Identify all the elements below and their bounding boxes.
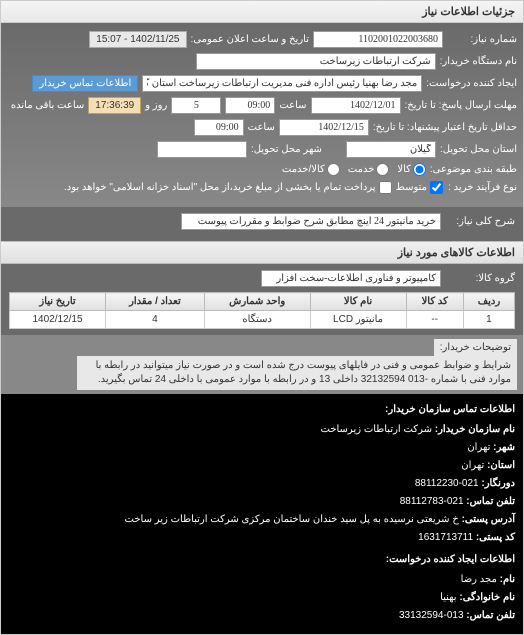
device-name-label: نام دستگاه خریدار: <box>440 56 517 67</box>
desc-section: شرح کلی نیاز: <box>1 207 523 241</box>
desc-input[interactable] <box>181 213 441 230</box>
items-table: ردیف کد کالا نام کالا واحد شمارش تعداد /… <box>9 292 515 329</box>
deadline-send-date[interactable] <box>311 97 401 114</box>
creator-label: ایجاد کننده درخواست: <box>426 78 517 89</box>
radio-goods-input[interactable] <box>413 163 426 176</box>
address-label: آدرس پستی: <box>462 514 515 525</box>
tel-value: 33132594-013 <box>399 608 464 624</box>
th-date: تاریخ نیاز <box>10 293 106 311</box>
time-label-1: ساعت <box>279 100 306 111</box>
notes-row: توضیحات خریدار: شرایط و ضوابط عمومی و فن… <box>1 335 523 394</box>
city-label: شهر: <box>493 442 515 453</box>
days-label: روز و <box>145 100 167 111</box>
tel-label: تلفن تماس: <box>466 610 515 621</box>
table-row: 1 -- مانیتور LCD دستگاه 4 1402/12/15 <box>10 311 515 329</box>
address-value: خ شریعتی نرسیده به پل سید خندان ساختمان … <box>125 514 459 525</box>
radio-service[interactable]: خدمت <box>348 163 390 176</box>
purchase-note-check[interactable]: پرداخت تمام یا بخشی از مبلغ خرید،از محل … <box>64 181 392 194</box>
delivery-city-label: شهر محل تحویل: <box>251 144 322 155</box>
notes-label: توضیحات خریدار: <box>434 339 517 356</box>
device-name-input[interactable] <box>196 53 436 70</box>
phone-value: 88112783-021 <box>400 494 464 510</box>
fax-value: 88112230-021 <box>415 476 479 492</box>
family-label: نام خانوادگی: <box>459 592 515 603</box>
org-value: شرکت ارتباطات زیرساخت <box>321 424 432 435</box>
td-date: 1402/12/15 <box>10 311 106 329</box>
details-panel: جزئیات اطلاعات نیاز شماره نیاز: تاریخ و … <box>0 0 524 635</box>
deadline-send-time[interactable] <box>225 97 275 114</box>
category-radio-group: کالا خدمت کالا/خدمت <box>282 163 426 176</box>
group-input[interactable] <box>261 270 441 287</box>
time-label-2: ساعت <box>248 122 275 133</box>
delivery-state-label: استان محل تحویل: <box>440 144 517 155</box>
td-row: 1 <box>463 311 514 329</box>
table-header-row: ردیف کد کالا نام کالا واحد شمارش تعداد /… <box>10 293 515 311</box>
items-section-body: گروه کالا: ردیف کد کالا نام کالا واحد شم… <box>1 264 523 335</box>
request-no-input[interactable] <box>313 31 443 48</box>
purchase-note-checkbox[interactable] <box>379 181 392 194</box>
contact-info-button[interactable]: اطلاعات تماس خریدار <box>32 75 138 92</box>
th-qty: تعداد / مقدار <box>106 293 205 311</box>
postal-label: کد پستی: <box>476 532 515 543</box>
request-no-label: شماره نیاز: <box>447 34 517 45</box>
td-name: مانیتور LCD <box>310 311 406 329</box>
province-value: تهران <box>461 460 484 471</box>
radio-goods-service[interactable]: کالا/خدمت <box>282 163 340 176</box>
form-body: شماره نیاز: تاریخ و ساعت اعلان عمومی: 14… <box>1 23 523 207</box>
delivery-city-input[interactable] <box>157 141 247 158</box>
deadline-valid-time[interactable] <box>194 119 244 136</box>
announce-date-label: تاریخ و ساعت اعلان عمومی: <box>191 34 310 45</box>
fax-label: دورنگار: <box>481 478 515 489</box>
td-code: -- <box>406 311 463 329</box>
deadline-valid-date[interactable] <box>279 119 369 136</box>
radio-service-input[interactable] <box>376 163 389 176</box>
notes-text: شرایط و ضوابط عمومی و فنی در فایلهای پیو… <box>77 356 517 390</box>
remaining-label: ساعت باقی مانده <box>11 100 84 111</box>
purchase-type-label: نوع فرآیند خرید : <box>447 182 517 193</box>
td-unit: دستگاه <box>204 311 310 329</box>
creator-input[interactable] <box>142 75 422 92</box>
city-value: تهران <box>467 442 490 453</box>
desc-label: شرح کلی نیاز: <box>445 216 515 227</box>
panel-title: جزئیات اطلاعات نیاز <box>1 1 523 23</box>
remaining-time: 17:36:39 <box>88 97 141 114</box>
category-label: طبقه بندی موضوعی: <box>430 164 517 175</box>
days-input[interactable] <box>171 97 221 114</box>
postal-value: 1631713711 <box>418 530 473 546</box>
announce-date-value: 1402/11/25 - 15:07 <box>89 31 186 48</box>
contact-section: اطلاعات تماس سازمان خریدار: نام سازمان خ… <box>1 394 523 634</box>
items-section-title: اطلاعات کالاهای مورد نیاز <box>1 241 523 264</box>
deadline-send-label: مهلت ارسال پاسخ: تا تاریخ: <box>405 100 517 111</box>
purchase-medium-check[interactable]: متوسط <box>396 181 443 194</box>
radio-goods[interactable]: کالا <box>397 163 426 176</box>
th-name: نام کالا <box>310 293 406 311</box>
td-qty: 4 <box>106 311 205 329</box>
th-unit: واحد شمارش <box>204 293 310 311</box>
family-value: بهنیا <box>440 592 456 603</box>
province-label: استان: <box>487 460 515 471</box>
radio-goods-service-input[interactable] <box>327 163 340 176</box>
delivery-state-input[interactable] <box>346 141 436 158</box>
deadline-valid-label: حداقل تاریخ اعتبار پیشنهاد: تا تاریخ: <box>373 122 517 133</box>
org-label: نام سازمان خریدار: <box>435 424 515 435</box>
purchase-medium-checkbox[interactable] <box>430 181 443 194</box>
phone-label: تلفن تماس: <box>466 496 515 507</box>
contact-title: اطلاعات تماس سازمان خریدار: <box>9 402 515 418</box>
th-code: کد کالا <box>406 293 463 311</box>
creator-section-title: اطلاعات ایجاد کننده درخواست: <box>9 552 515 568</box>
th-row: ردیف <box>463 293 514 311</box>
group-label: گروه کالا: <box>445 273 515 284</box>
